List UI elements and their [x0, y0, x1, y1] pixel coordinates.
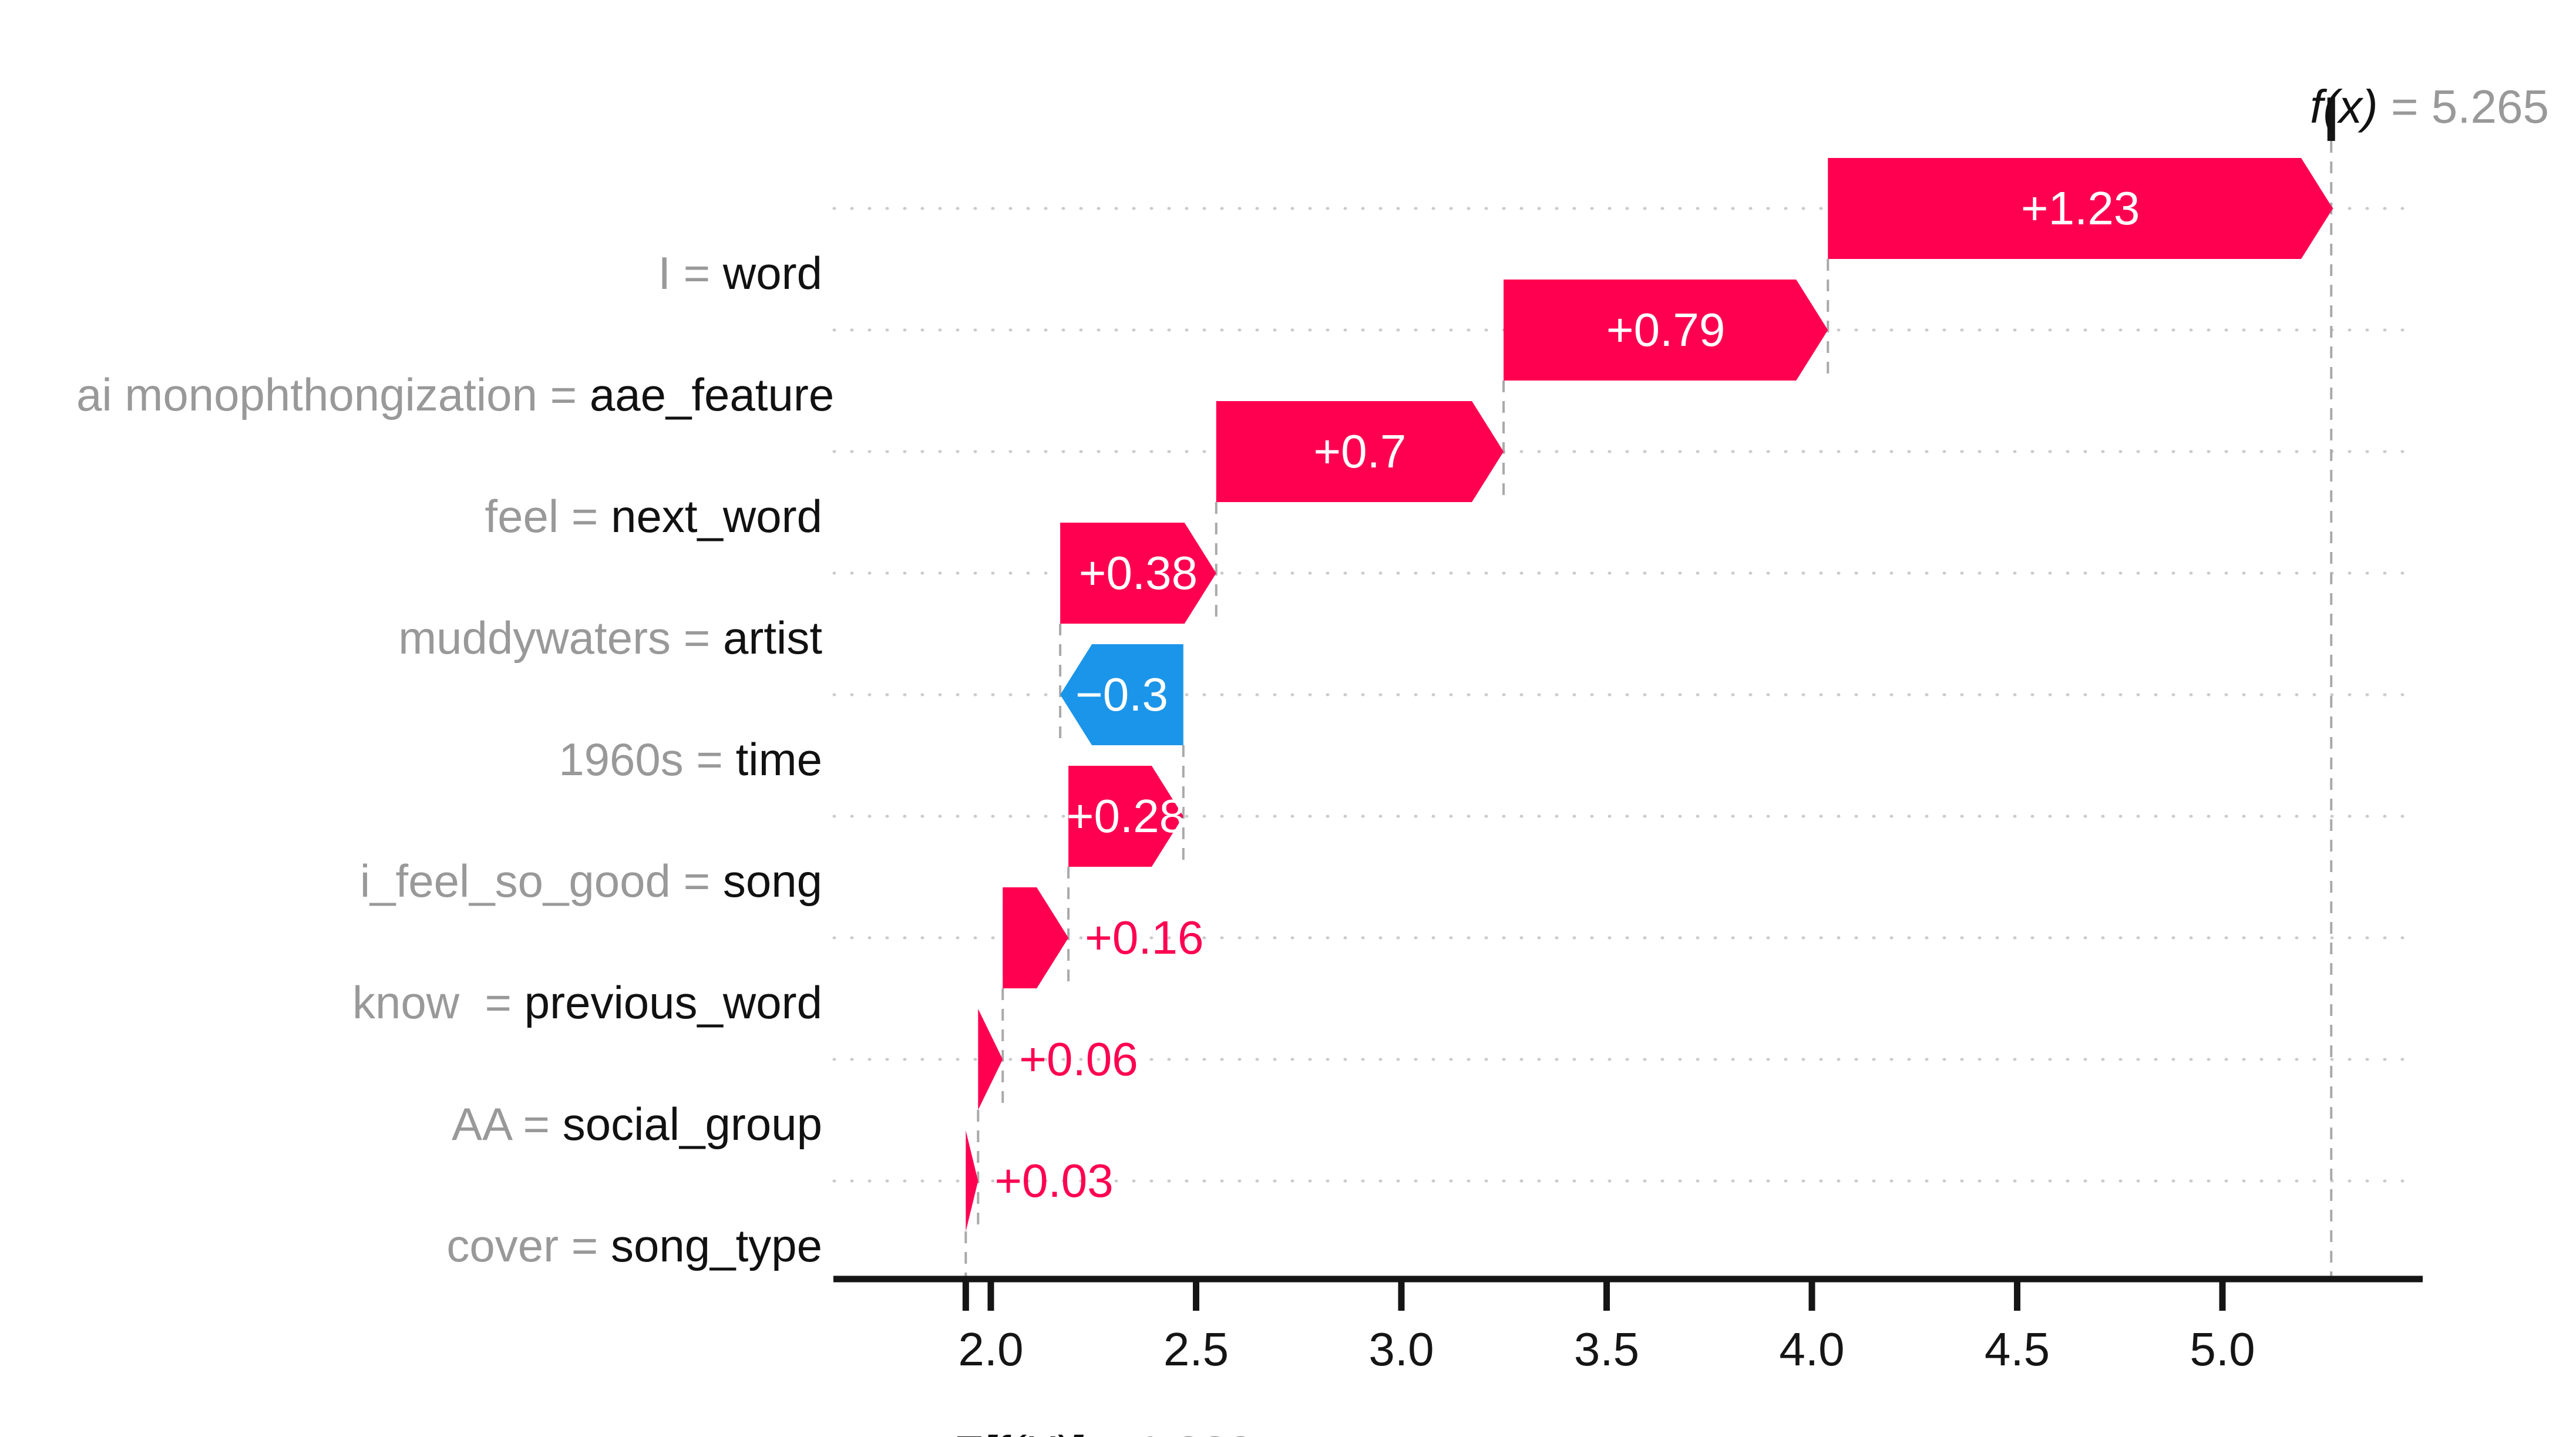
base-eq-sign: =: [1096, 1426, 1124, 1437]
feature-name-text: previous_word: [524, 977, 822, 1028]
bar-value-label-outside: +0.03: [994, 1155, 1114, 1207]
fx-annotation: f(x) = 5.265: [2258, 15, 2549, 198]
equals-separator: =: [671, 612, 723, 664]
bar-value-label-inside: +0.79: [1606, 304, 1726, 356]
feature-value-text: cover: [446, 1220, 559, 1271]
feature-name-text: next_word: [611, 490, 822, 542]
waterfall-bar: [1060, 523, 1216, 624]
axis-tick: [1193, 1281, 1199, 1311]
feature-name-text: time: [735, 733, 822, 785]
bar-value-label-inside: −0.3: [1075, 668, 1168, 721]
fx-value-text: 5.265: [2431, 80, 2549, 133]
feature-name-text: artist: [722, 612, 822, 664]
x-tick-label: 3.5: [1573, 1323, 1640, 1375]
feature-tick-label: i_feel_so_good = song: [0, 784, 822, 978]
waterfall-bar: [1060, 644, 1183, 745]
axis-tick: [987, 1281, 994, 1311]
feature-value-text: I: [658, 247, 671, 299]
fx-value: [2419, 80, 2432, 133]
feature-tick-label: feel = next_word: [0, 419, 822, 613]
x-axis-line: [833, 1276, 2423, 1283]
waterfall-bar: [1504, 280, 1828, 381]
x-tick-label: 3.0: [1368, 1323, 1434, 1375]
feature-name-text: social_group: [562, 1098, 822, 1150]
bar-value-label-inside: +0.28: [1066, 790, 1186, 842]
feature-name-text: aae_feature: [589, 369, 835, 420]
axis-tick: [2219, 1281, 2226, 1311]
equals-separator: =: [537, 369, 590, 420]
axis-tick: [1808, 1281, 1815, 1311]
waterfall-bar: [1003, 887, 1069, 988]
feature-value-text: muddywaters: [398, 612, 671, 664]
fx-eq-sign: =: [2390, 80, 2419, 133]
x-tick-label: 2.5: [1163, 1323, 1229, 1375]
axis-tick: [2014, 1281, 2020, 1311]
feature-value-text: AA: [452, 1098, 510, 1150]
feature-value-text: know: [352, 977, 472, 1028]
axis-tick: [1398, 1281, 1405, 1311]
feature-value-text: i_feel_so_good: [359, 855, 671, 907]
feature-tick-label: 1960s = time: [0, 662, 822, 856]
axis-tick: [1603, 1281, 1610, 1311]
bar-value-label-inside: +1.23: [2020, 182, 2140, 234]
bar-value-label-outside: +0.06: [1019, 1033, 1138, 1085]
equals-separator: =: [559, 490, 611, 542]
equals-separator: =: [670, 855, 723, 907]
feature-name-text: song_type: [611, 1220, 822, 1271]
equals-separator: =: [683, 733, 736, 785]
fx-tick-mark: [2327, 97, 2335, 141]
waterfall-bar: [978, 1009, 1003, 1110]
feature-name-text: word: [722, 247, 822, 299]
feature-value-text: ai monophthongization: [76, 369, 537, 420]
feature-value-text: 1960s: [559, 733, 684, 785]
equals-separator: =: [671, 247, 723, 299]
equals-separator: =: [559, 1220, 611, 1271]
waterfall-bar: [1216, 401, 1504, 502]
fx-label: f(x): [2310, 80, 2378, 133]
feature-tick-label: know = previous_word: [0, 906, 822, 1099]
feature-tick-label: ai monophthongization = aae_feature: [0, 298, 834, 492]
feature-value-text: feel: [485, 490, 559, 542]
base-value: [1124, 1426, 1136, 1437]
x-tick-label: 2.0: [958, 1323, 1024, 1375]
base-value-text: 1.939: [1136, 1426, 1254, 1437]
x-tick-label: 4.0: [1779, 1323, 1845, 1375]
equals-separator: =: [510, 1098, 563, 1150]
feature-tick-label: cover = song_type: [0, 1149, 822, 1342]
bar-value-label-outside: +0.16: [1085, 911, 1204, 964]
base-axis-tick: [962, 1281, 969, 1311]
bar-value-label-inside: +0.38: [1078, 547, 1198, 599]
feature-name-text: song: [722, 855, 822, 907]
base-label: E[f(X)]: [950, 1426, 1083, 1437]
feature-tick-label: I = word: [0, 176, 822, 370]
x-tick-label: 4.5: [1984, 1323, 2050, 1375]
bar-value-label-inside: +0.7: [1313, 425, 1407, 477]
waterfall-bar: [1068, 766, 1183, 867]
feature-tick-label: AA = social_group: [0, 1027, 822, 1221]
fx-equals: [2378, 80, 2391, 133]
base-equals: [1083, 1426, 1096, 1437]
x-tick-label: 5.0: [2190, 1323, 2255, 1375]
waterfall-bar: [966, 1130, 978, 1231]
feature-tick-label: muddywaters = artist: [0, 541, 822, 735]
waterfall-bar: [1828, 158, 2333, 259]
equals-separator: =: [472, 977, 524, 1028]
expected-value-annotation: E[f(X)] = 1.939: [897, 1361, 1254, 1437]
